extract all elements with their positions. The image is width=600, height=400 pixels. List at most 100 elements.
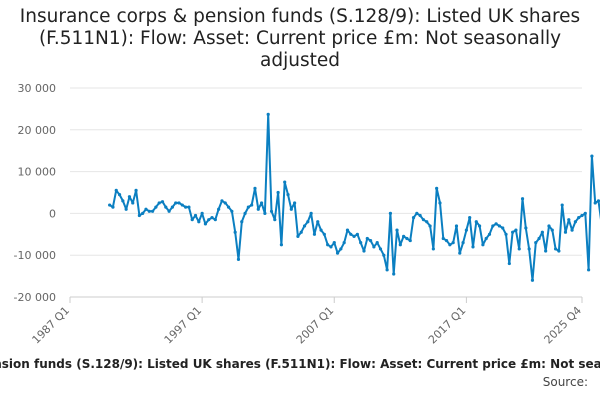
data-point [487, 232, 492, 236]
data-point [312, 232, 317, 236]
data-point [335, 251, 340, 255]
data-point [233, 230, 237, 234]
data-point [193, 213, 198, 218]
data-point [279, 243, 284, 247]
data-point [316, 220, 320, 224]
data-point [468, 215, 472, 220]
data-point [392, 272, 396, 276]
data-point [137, 213, 141, 218]
data-point [220, 199, 224, 203]
y-tick-label: 30 000 [18, 82, 57, 95]
data-point [217, 207, 221, 211]
data-point [557, 249, 561, 253]
data-point [444, 238, 449, 243]
y-tick-label: 0 [49, 207, 56, 220]
data-point [415, 211, 419, 215]
data-point [378, 247, 383, 251]
data-point [570, 228, 574, 232]
title-line-1: Insurance corps & pension funds (S.128/9… [19, 6, 581, 27]
data-point [421, 218, 426, 222]
data-point [266, 112, 270, 116]
data-point [451, 241, 455, 245]
data-point [547, 224, 551, 228]
data-point [157, 201, 161, 205]
data-point [154, 205, 158, 209]
data-point [200, 211, 204, 215]
data-point [177, 201, 181, 205]
data-point [583, 211, 587, 215]
y-tick-label: -10 000 [14, 249, 56, 262]
data-point [544, 249, 548, 253]
data-point [368, 238, 373, 243]
y-tick-label: 10 000 [18, 166, 57, 179]
data-point [299, 230, 303, 234]
data-point [269, 209, 274, 213]
data-point [573, 220, 577, 224]
x-tick-label: 1987 Q1 [30, 304, 73, 347]
data-point [464, 228, 468, 232]
data-point [497, 224, 502, 228]
data-point [296, 234, 300, 238]
data-point [355, 232, 359, 236]
data-point [553, 247, 558, 251]
chart-title: Insurance corps & pension funds (S.128/9… [0, 6, 600, 72]
data-point [507, 261, 511, 266]
data-point [134, 188, 138, 193]
data-point [345, 228, 350, 232]
data-point [408, 238, 412, 243]
data-point [478, 224, 482, 228]
data-point [111, 205, 115, 209]
data-point [127, 195, 132, 199]
data-point [213, 218, 217, 222]
title-line-2: (F.511N1): Flow: Asset: Current price £m… [38, 28, 562, 49]
data-point [230, 209, 234, 213]
data-point [329, 245, 333, 249]
data-point [501, 226, 505, 230]
data-point [243, 211, 247, 215]
data-point [121, 199, 125, 203]
data-point [352, 234, 356, 238]
data-point [428, 224, 432, 228]
data-point [405, 236, 409, 241]
data-point [491, 224, 495, 228]
data-point [474, 220, 478, 224]
chart-caption: Insurance corps & pension funds (S.128/9… [0, 357, 600, 371]
data-point [250, 203, 254, 207]
data-point [441, 236, 445, 241]
data-point [184, 205, 188, 209]
data-point [435, 186, 439, 190]
data-point [402, 234, 406, 238]
data-point [563, 230, 568, 234]
data-point [567, 218, 571, 222]
data-point [438, 201, 442, 205]
x-tick-label: 1997 Q1 [162, 304, 205, 347]
data-point [187, 205, 191, 209]
data-point [372, 245, 376, 249]
data-point [144, 207, 148, 211]
data-point [587, 268, 591, 272]
data-point [593, 201, 597, 205]
x-tick-label: 2007 Q1 [294, 304, 337, 347]
data-point [147, 209, 151, 213]
data-point [273, 218, 277, 222]
data-point [418, 213, 422, 218]
data-point [326, 243, 330, 247]
series-line [109, 113, 600, 282]
y-tick-label: 20 000 [18, 124, 57, 137]
data-point [246, 205, 250, 209]
data-point [527, 247, 531, 251]
data-point [332, 241, 336, 245]
data-point [596, 199, 600, 203]
data-point [342, 241, 346, 245]
data-point [197, 220, 201, 224]
data-point [309, 211, 313, 215]
data-point [124, 207, 128, 211]
data-point [375, 241, 379, 245]
data-point [203, 222, 208, 226]
data-point [117, 192, 122, 197]
source-label: Source: [542, 375, 588, 389]
data-point [319, 228, 323, 232]
data-point [259, 201, 264, 205]
data-point [160, 200, 165, 204]
